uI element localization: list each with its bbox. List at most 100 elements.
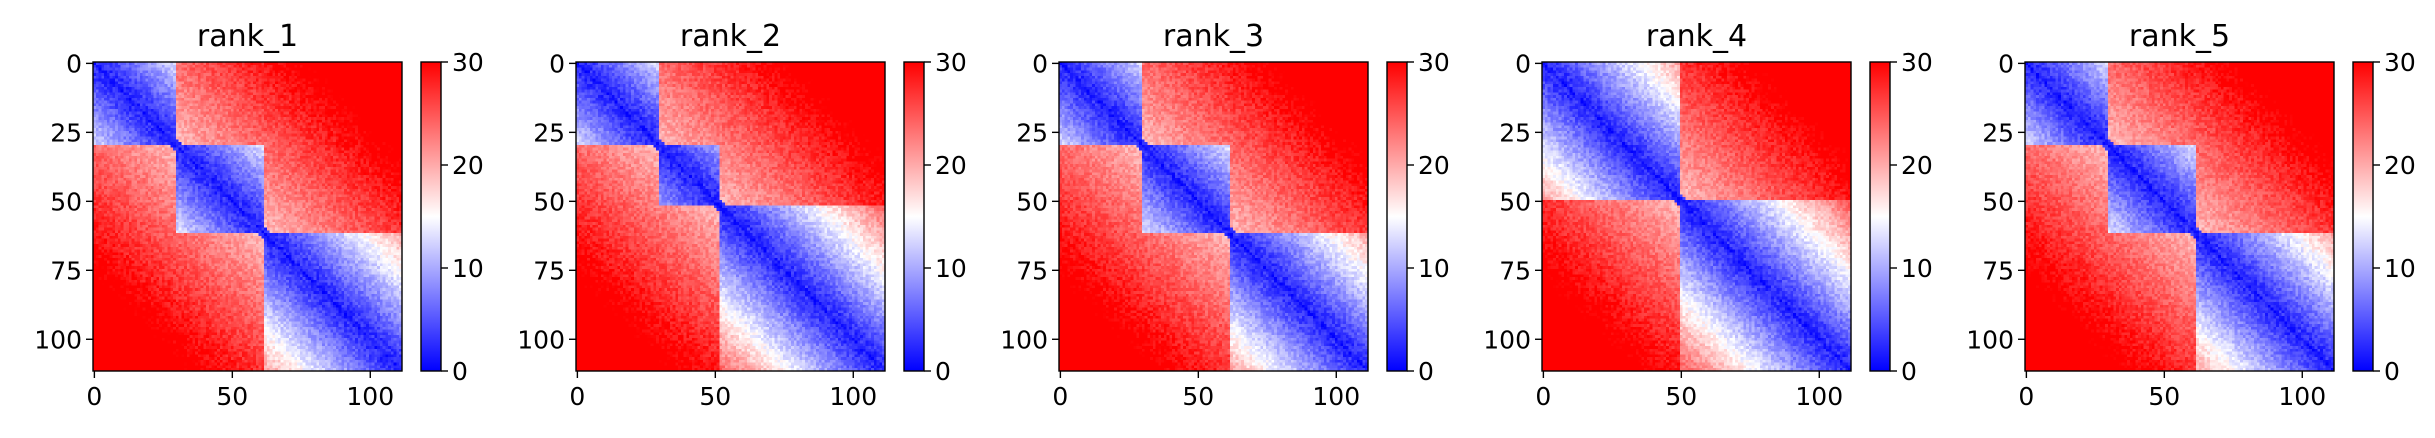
heatmap-cell xyxy=(355,92,358,95)
heatmap-cell xyxy=(162,92,165,95)
heatmap-cell xyxy=(270,95,273,98)
heatmap-cell xyxy=(270,98,273,101)
heatmap-cell xyxy=(245,90,248,93)
heatmap-cell xyxy=(104,68,107,71)
heatmap-cell xyxy=(217,92,220,95)
heatmap-cell xyxy=(380,92,383,95)
heatmap-cell xyxy=(256,95,259,98)
heatmap-cell xyxy=(374,90,377,93)
heatmap-cell xyxy=(286,109,289,112)
heatmap-cell xyxy=(156,87,159,90)
heatmap-cell xyxy=(176,101,179,104)
heatmap-cell xyxy=(394,70,397,73)
heatmap-cell xyxy=(267,101,270,104)
heatmap-cell xyxy=(350,84,353,87)
heatmap-cell xyxy=(316,76,319,79)
heatmap-cell xyxy=(223,98,226,101)
heatmap-cell xyxy=(181,106,184,109)
heatmap-cell xyxy=(132,90,135,93)
heatmap-cell xyxy=(361,76,364,79)
heatmap-cell xyxy=(156,109,159,112)
heatmap-cell xyxy=(385,90,388,93)
heatmap-cell xyxy=(361,103,364,106)
heatmap-cell xyxy=(225,73,228,76)
heatmap-cell xyxy=(278,79,281,82)
heatmap-cell xyxy=(209,65,212,68)
heatmap-cell xyxy=(101,84,104,87)
heatmap-cell xyxy=(145,87,148,90)
heatmap-cell xyxy=(314,103,317,106)
heatmap-cell xyxy=(236,68,239,71)
heatmap-cell xyxy=(261,112,264,115)
heatmap-cell xyxy=(187,65,190,68)
heatmap-cell xyxy=(192,81,195,84)
heatmap-cell xyxy=(223,90,226,93)
heatmap-cell xyxy=(104,101,107,104)
heatmap-cell xyxy=(311,68,314,71)
heatmap-cell xyxy=(383,101,386,104)
heatmap-cell xyxy=(297,106,300,109)
heatmap-cell xyxy=(140,112,143,115)
heatmap-cell xyxy=(140,84,143,87)
heatmap-cell xyxy=(281,79,284,82)
heatmap-cell xyxy=(283,84,286,87)
heatmap-cell xyxy=(192,103,195,106)
heatmap-cell xyxy=(366,90,369,93)
heatmap-cell xyxy=(355,76,358,79)
heatmap-cell xyxy=(372,101,375,104)
heatmap-cell xyxy=(99,112,102,115)
heatmap-cell xyxy=(198,65,201,68)
heatmap-cell xyxy=(294,106,297,109)
heatmap-cell xyxy=(201,98,204,101)
heatmap-cell xyxy=(341,81,344,84)
heatmap-cell xyxy=(173,81,176,84)
heatmap-cell xyxy=(110,112,113,115)
heatmap-cell xyxy=(115,73,118,76)
heatmap-cell xyxy=(377,101,380,104)
heatmap-cell xyxy=(104,92,107,95)
heatmap-cell xyxy=(248,79,251,82)
heatmap-cell xyxy=(388,65,391,68)
heatmap-cell xyxy=(228,65,231,68)
heatmap-cell xyxy=(272,109,275,112)
heatmap-cell xyxy=(385,84,388,87)
heatmap-cell xyxy=(383,84,386,87)
heatmap-cell xyxy=(361,87,364,90)
heatmap-cell xyxy=(355,79,358,82)
heatmap-cell xyxy=(383,70,386,73)
heatmap-cell xyxy=(319,112,322,115)
heatmap-cell xyxy=(212,106,215,109)
heatmap-cell xyxy=(259,68,262,71)
heatmap-cell xyxy=(305,65,308,68)
heatmap-cell xyxy=(110,95,113,98)
heatmap-cell xyxy=(305,81,308,84)
heatmap-cell xyxy=(294,109,297,112)
heatmap-cell xyxy=(391,98,394,101)
heatmap-cell xyxy=(99,92,102,95)
heatmap-cell xyxy=(167,90,170,93)
heatmap-cell xyxy=(256,76,259,79)
heatmap-cell xyxy=(154,70,157,73)
heatmap-cell xyxy=(101,92,104,95)
heatmap-cell xyxy=(220,112,223,115)
heatmap-cell xyxy=(179,87,182,90)
heatmap-cell xyxy=(322,106,325,109)
heatmap-cell xyxy=(396,109,399,112)
heatmap-cell xyxy=(134,106,137,109)
heatmap-cell xyxy=(118,70,121,73)
heatmap-cell xyxy=(339,84,342,87)
heatmap-cell xyxy=(187,73,190,76)
heatmap-cell xyxy=(355,84,358,87)
heatmap-cell xyxy=(350,79,353,82)
heatmap-cell xyxy=(140,101,143,104)
heatmap-cell xyxy=(137,90,140,93)
heatmap-cell xyxy=(179,92,182,95)
heatmap-cell xyxy=(159,103,162,106)
heatmap-cell xyxy=(101,79,104,82)
heatmap-cell xyxy=(134,70,137,73)
heatmap-cell xyxy=(383,65,386,68)
heatmap-cell xyxy=(134,84,137,87)
heatmap-cell xyxy=(297,92,300,95)
heatmap-cell xyxy=(355,87,358,90)
heatmap-cell xyxy=(137,87,140,90)
